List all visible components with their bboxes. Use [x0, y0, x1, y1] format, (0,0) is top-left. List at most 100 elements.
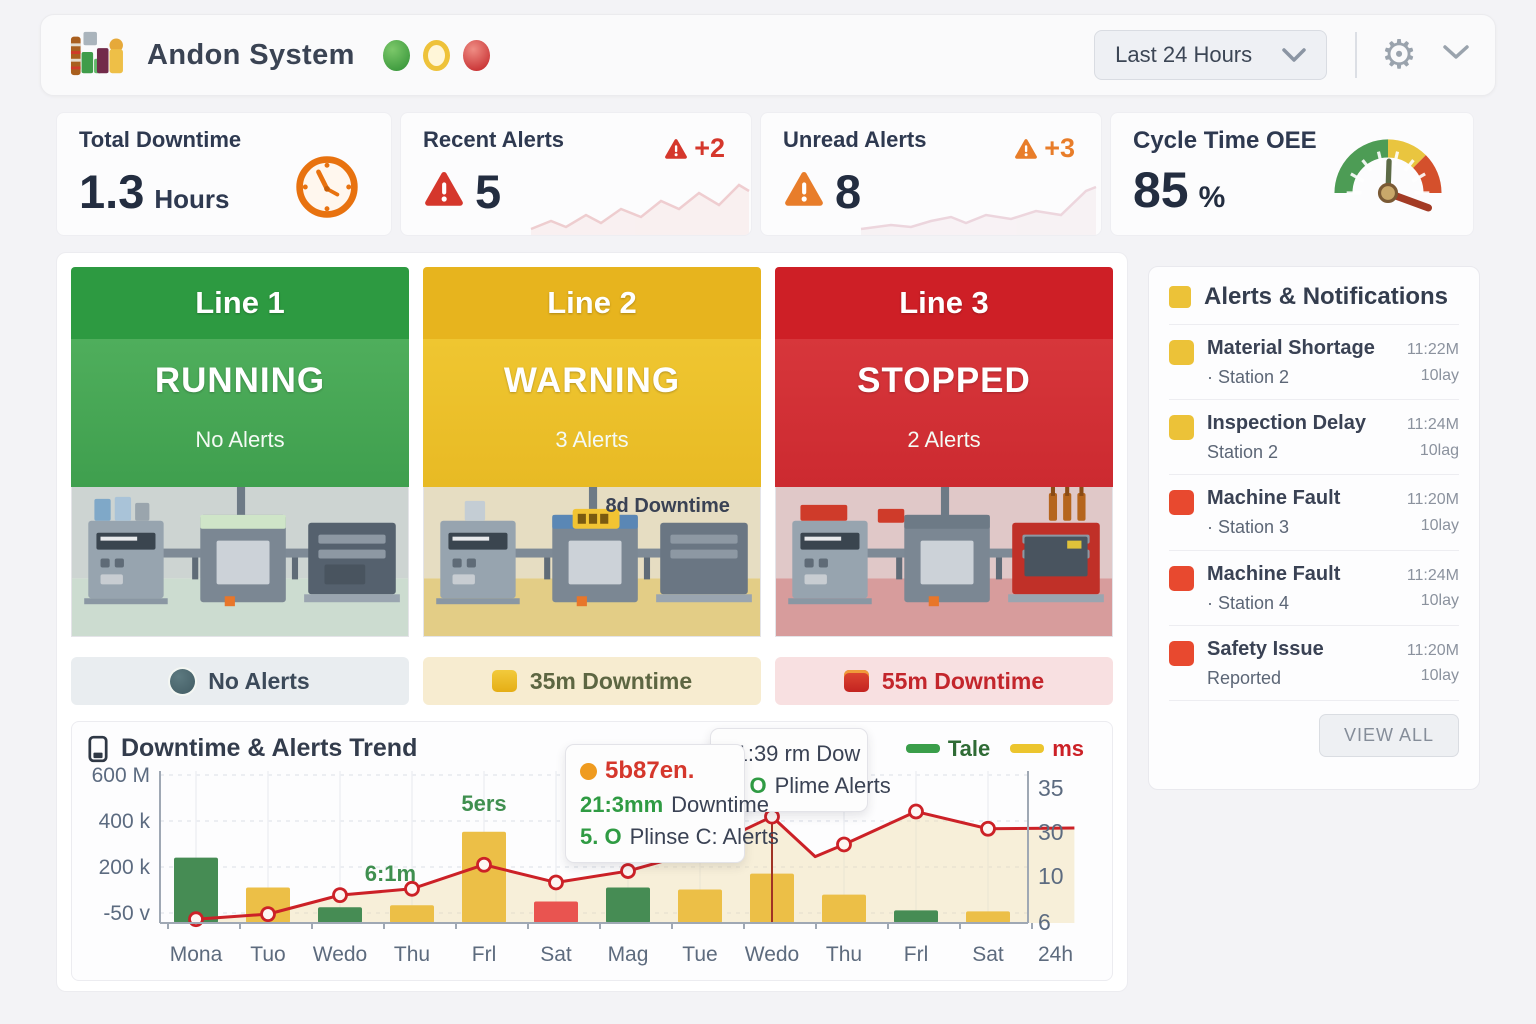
line-status: WARNING	[503, 361, 681, 400]
svg-text:Thu: Thu	[394, 943, 430, 966]
alert-title: Machine Fault	[1207, 487, 1341, 510]
alerts-panel-icon	[1169, 286, 1191, 308]
page-title: Andon System	[147, 38, 355, 71]
svg-text:Tuo: Tuo	[250, 943, 285, 966]
orange-dot-icon	[580, 762, 597, 780]
alert-title: Material Shortage	[1207, 337, 1375, 359]
svg-text:600 M: 600 M	[92, 765, 150, 787]
tooltip-header: 5b87en.	[605, 757, 695, 784]
line-status: STOPPED	[857, 361, 1031, 400]
kpi-label: Recent Alerts	[423, 127, 565, 152]
legend-swatch-yellow	[1010, 744, 1045, 753]
severity-square-icon	[1169, 640, 1194, 666]
line-2-column: Line 2 WARNING 3 Alerts 8d Downtime 35m …	[423, 267, 761, 705]
kpi-delta-badge: +3	[1014, 133, 1075, 164]
line-1-status-card[interactable]: Line 1 RUNNING No Alerts	[71, 267, 409, 487]
alert-item-machine-fault-3[interactable]: Machine Fault · Station 3 11:20M 10lay	[1169, 475, 1459, 551]
downtime-alerts-trend-chart: Downtime & Alerts Trend Tale ms 600 M 400…	[71, 721, 1113, 981]
status-dot-icon	[170, 668, 196, 694]
svg-text:Mag: Mag	[608, 943, 649, 966]
severity-square-icon	[1169, 340, 1194, 365]
alert-time: 11:20M	[1406, 491, 1459, 509]
view-all-button[interactable]: VIEW ALL	[1318, 713, 1459, 757]
green-status-light-icon	[382, 39, 410, 71]
sparkline	[530, 183, 750, 235]
tooltip-text: Plinse C: Alerts	[629, 823, 779, 849]
line-2-machine-image: 8d Downtime	[423, 487, 761, 637]
alert-item-inspection-delay[interactable]: Inspection Delay Station 2 11:24M 10lag	[1169, 400, 1459, 476]
line-name: Line 1	[71, 267, 409, 339]
line-name: Line 3	[775, 267, 1113, 339]
legend-label: Tale	[947, 735, 991, 761]
alert-subtitle: · Station 4	[1207, 592, 1290, 613]
svg-text:35: 35	[1038, 775, 1064, 801]
svg-text:Wedo: Wedo	[313, 943, 367, 966]
alert-subtitle: Reported	[1207, 667, 1282, 688]
alert-title: Machine Fault	[1207, 562, 1341, 585]
alert-title: Inspection Delay	[1207, 412, 1366, 435]
divider	[1355, 32, 1358, 78]
svg-text:6:1m: 6:1m	[365, 861, 416, 886]
chart-legend: Tale ms	[905, 735, 1084, 762]
kpi-total-downtime: Total Downtime 1.3 Hours	[56, 112, 392, 236]
svg-text:Frl: Frl	[904, 943, 929, 966]
kpi-row: Total Downtime 1.3 Hours Recent Alerts	[56, 112, 1484, 236]
alert-relative-time: 10lay	[1420, 667, 1459, 685]
gear-icon[interactable]: ⚙	[1381, 33, 1417, 77]
machine-downtime-label: 8d Downtime	[605, 495, 730, 517]
line-2-status-card[interactable]: Line 2 WARNING 3 Alerts	[423, 267, 761, 487]
app-logo-icon	[67, 27, 125, 84]
kpi-recent-alerts: Recent Alerts 5 +2	[400, 112, 752, 236]
kpi-label: Total Downtime	[79, 127, 242, 152]
svg-text:Sat: Sat	[972, 943, 1004, 966]
line-1-machine-image	[71, 487, 409, 637]
time-range-select[interactable]: Last 24 Hours	[1094, 30, 1328, 80]
alert-subtitle: Station 2	[1207, 442, 1279, 463]
kpi-value: 1.3	[79, 165, 145, 218]
status-bar-label: No Alerts	[208, 667, 310, 694]
status-bar-label: 35m Downtime	[529, 667, 693, 694]
svg-text:Tue: Tue	[682, 943, 717, 966]
kpi-value: 8	[835, 165, 862, 218]
alert-relative-time: 10lay	[1420, 516, 1459, 534]
kpi-cycle-time-oee: Cycle Time OEE 85 %	[1110, 112, 1474, 236]
svg-text:Sat: Sat	[540, 943, 572, 966]
gauge-icon	[1317, 123, 1459, 234]
line-1-status-bar: No Alerts	[71, 657, 409, 705]
severity-square-icon	[1169, 565, 1194, 591]
alert-subtitle: · Station 2	[1207, 367, 1290, 387]
tooltip-value: 5. O	[580, 823, 622, 849]
svg-text:200 k: 200 k	[99, 856, 151, 879]
svg-text:30: 30	[1038, 819, 1064, 845]
line-status: RUNNING	[154, 361, 326, 400]
legend-item: Tale	[905, 735, 991, 762]
legend-label: ms	[1052, 735, 1084, 761]
severity-square-icon	[1169, 490, 1194, 516]
chart-tooltip-a: 5b87en. 21:3mm Downtime 5. O Plinse C: A…	[565, 744, 779, 863]
line-3-status-card[interactable]: Line 3 STOPPED 2 Alerts	[775, 267, 1113, 487]
svg-text:Wedo: Wedo	[745, 943, 799, 966]
tooltip-text: Plime Alerts	[774, 772, 891, 798]
line-3-status-bar: 55m Downtime	[775, 657, 1113, 705]
kpi-label: Cycle Time OEE	[1133, 127, 1317, 154]
kpi-value: 85	[1133, 162, 1189, 218]
alert-subtitle: · Station 3	[1207, 517, 1290, 538]
line-3-machine-image	[775, 487, 1113, 637]
header-chevron-down-icon[interactable]	[1443, 45, 1469, 65]
svg-text:-50 v: -50 v	[103, 902, 150, 925]
kpi-label: Unread Alerts	[783, 127, 927, 152]
warning-triangle-icon	[785, 171, 823, 206]
alert-item-machine-fault-4[interactable]: Machine Fault · Station 4 11:24M 10lay	[1169, 551, 1459, 626]
severity-square-icon	[1169, 415, 1194, 441]
svg-text:6: 6	[1038, 909, 1051, 935]
line-2-status-bar: 35m Downtime	[423, 657, 761, 705]
alert-time: 11:22M	[1406, 341, 1459, 358]
alert-item-material-shortage[interactable]: Material Shortage · Station 2 11:22M 10l…	[1169, 325, 1459, 401]
line-alerts-count: 3 Alerts	[555, 427, 629, 452]
line-3-column: Line 3 STOPPED 2 Alerts 55m Downtime	[775, 267, 1113, 705]
alerts-notifications-panel: Alerts & Notifications Material Shortage…	[1148, 266, 1480, 790]
clock-icon	[293, 153, 361, 226]
alert-item-safety-issue[interactable]: Safety Issue Reported 11:20M 10lay	[1169, 626, 1459, 701]
alert-relative-time: 10lay	[1420, 592, 1459, 610]
production-lines-panel: Line 1 RUNNING No Alerts No Alerts Line …	[56, 252, 1128, 992]
